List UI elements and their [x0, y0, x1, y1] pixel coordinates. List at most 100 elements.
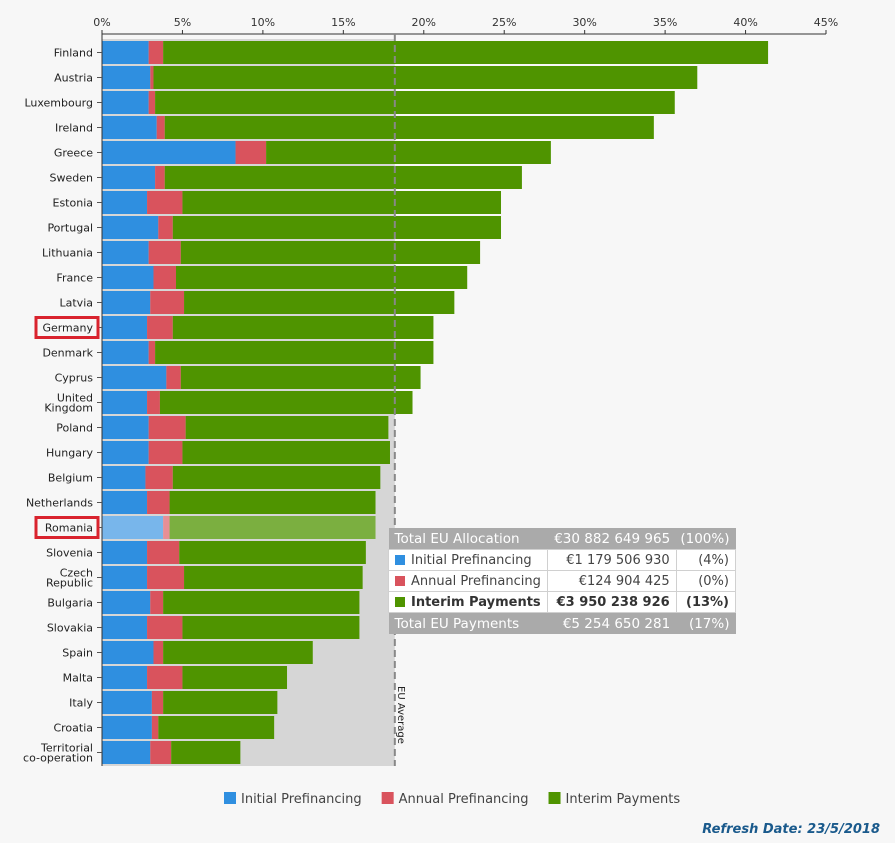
- country-label-italy: Italy: [69, 697, 93, 710]
- romania-tooltip: Total EU Allocation €30 882 649 965 (100…: [387, 528, 737, 634]
- bar-ireland-initial-prefinancing: [102, 116, 157, 139]
- country-label-bulgaria: Bulgaria: [47, 597, 93, 610]
- bar-slovenia-initial-prefinancing: [102, 541, 148, 564]
- country-label-cyprus: Cyprus: [55, 372, 94, 385]
- bar-slovenia-annual-prefinancing: [147, 541, 180, 564]
- x-tick-label: 35%: [653, 16, 677, 29]
- bar-greece-annual-prefinancing: [235, 141, 267, 164]
- x-tick-label: 15%: [331, 16, 355, 29]
- bar-territorial-co-operation-initial-prefinancing: [102, 741, 151, 764]
- bar-lithuania-initial-prefinancing: [102, 241, 149, 264]
- x-tick-label: 40%: [733, 16, 757, 29]
- bar-austria-interim-payments: [153, 66, 698, 89]
- tooltip-total-payments-row: Total EU Payments €5 254 650 281 (17%): [388, 612, 736, 634]
- legend-label-annual-prefinancing: Annual Prefinancing: [399, 792, 529, 807]
- bar-romania-annual-prefinancing: [163, 516, 170, 539]
- tooltip-interim-amount: €3 950 238 926: [547, 591, 677, 613]
- bar-latvia-annual-prefinancing: [150, 291, 185, 314]
- country-label-sweden: Sweden: [50, 172, 93, 185]
- x-tick-label: 30%: [572, 16, 596, 29]
- bar-cyprus-initial-prefinancing: [102, 366, 167, 389]
- bar-lithuania-annual-prefinancing: [148, 241, 181, 264]
- country-label-slovakia: Slovakia: [47, 622, 93, 635]
- country-label-belgium: Belgium: [48, 472, 93, 485]
- country-label-latvia: Latvia: [60, 297, 94, 310]
- x-tick-label: 45%: [814, 16, 838, 29]
- tooltip-annual-label: Annual Prefinancing: [411, 573, 541, 589]
- bar-estonia-interim-payments: [182, 191, 502, 214]
- bar-france-interim-payments: [176, 266, 468, 289]
- bar-territorial-co-operation-annual-prefinancing: [150, 741, 172, 764]
- bar-poland-annual-prefinancing: [148, 416, 186, 439]
- bar-united-kingdom-annual-prefinancing: [147, 391, 160, 414]
- tooltip-initial-pct: (4%): [675, 549, 737, 571]
- bar-sweden-interim-payments: [164, 166, 522, 189]
- bar-slovakia-interim-payments: [182, 616, 360, 639]
- bar-croatia-interim-payments: [158, 716, 275, 739]
- bar-greece-initial-prefinancing: [102, 141, 236, 164]
- legend-swatch-annual-prefinancing: [381, 792, 394, 804]
- bar-sweden-annual-prefinancing: [155, 166, 165, 189]
- bar-lithuania-interim-payments: [180, 241, 481, 264]
- country-label-luxembourg: Luxembourg: [24, 97, 93, 110]
- tooltip-total-allocation-row: Total EU Allocation €30 882 649 965 (100…: [388, 528, 736, 550]
- bar-bulgaria-interim-payments: [163, 591, 360, 614]
- bar-netherlands-annual-prefinancing: [147, 491, 170, 514]
- highlight-box-romania: [34, 516, 100, 539]
- country-label-greece: Greece: [54, 147, 93, 160]
- bar-belgium-annual-prefinancing: [145, 466, 173, 489]
- country-label-finland: Finland: [54, 47, 93, 60]
- country-label-croatia: Croatia: [53, 722, 93, 735]
- bar-belgium-initial-prefinancing: [102, 466, 146, 489]
- bar-romania-interim-payments: [169, 516, 376, 539]
- bar-spain-interim-payments: [163, 641, 313, 664]
- bar-bulgaria-annual-prefinancing: [150, 591, 164, 614]
- country-label-czech-republic: Czech: [60, 567, 93, 580]
- annual-swatch: [395, 575, 405, 586]
- bar-portugal-annual-prefinancing: [158, 216, 173, 239]
- bar-germany-interim-payments: [172, 316, 434, 339]
- bar-austria-initial-prefinancing: [102, 66, 151, 89]
- bar-slovakia-annual-prefinancing: [147, 616, 183, 639]
- bar-czech-republic-annual-prefinancing: [147, 566, 185, 589]
- initial-swatch: [395, 554, 405, 565]
- bar-bulgaria-initial-prefinancing: [102, 591, 151, 614]
- tooltip-total-allocation-amount: €30 882 649 965: [547, 528, 677, 550]
- bar-ireland-interim-payments: [164, 116, 654, 139]
- bar-spain-annual-prefinancing: [153, 641, 164, 664]
- tooltip-initial-label: Initial Prefinancing: [411, 552, 532, 568]
- bar-malta-initial-prefinancing: [102, 666, 148, 689]
- country-label-romania: Romania: [45, 522, 93, 535]
- bar-portugal-interim-payments: [172, 216, 502, 239]
- country-label-netherlands: Netherlands: [26, 497, 93, 510]
- bar-belgium-interim-payments: [172, 466, 381, 489]
- bar-hungary-interim-payments: [182, 441, 390, 464]
- bar-spain-initial-prefinancing: [102, 641, 154, 664]
- bar-luxembourg-annual-prefinancing: [148, 91, 156, 114]
- bar-malta-annual-prefinancing: [147, 666, 183, 689]
- country-label-poland: Poland: [56, 422, 93, 435]
- country-label-denmark: Denmark: [42, 347, 93, 360]
- country-label-territorial-co-operation: Territorial: [40, 742, 93, 755]
- eu-average-label: EU Average: [395, 686, 406, 744]
- bar-finland-interim-payments: [163, 41, 769, 64]
- bar-slovakia-initial-prefinancing: [102, 616, 148, 639]
- bar-france-annual-prefinancing: [153, 266, 177, 289]
- bar-territorial-co-operation-interim-payments: [171, 741, 241, 764]
- bar-austria-annual-prefinancing: [150, 66, 154, 89]
- country-label-slovenia: Slovenia: [46, 547, 93, 560]
- bar-finland-annual-prefinancing: [148, 41, 164, 64]
- country-label-france: France: [56, 272, 93, 285]
- bar-ireland-annual-prefinancing: [156, 116, 165, 139]
- bar-denmark-interim-payments: [155, 341, 434, 364]
- bar-sweden-initial-prefinancing: [102, 166, 156, 189]
- bar-latvia-interim-payments: [184, 291, 455, 314]
- tooltip-initial-row: Initial Prefinancing €1 179 506 930 (4%): [387, 549, 737, 571]
- bar-poland-interim-payments: [185, 416, 389, 439]
- bar-latvia-initial-prefinancing: [102, 291, 151, 314]
- tooltip-interim-label: Interim Payments: [411, 594, 541, 610]
- bar-italy-interim-payments: [163, 691, 278, 714]
- bar-germany-initial-prefinancing: [102, 316, 148, 339]
- country-label-malta: Malta: [63, 672, 93, 685]
